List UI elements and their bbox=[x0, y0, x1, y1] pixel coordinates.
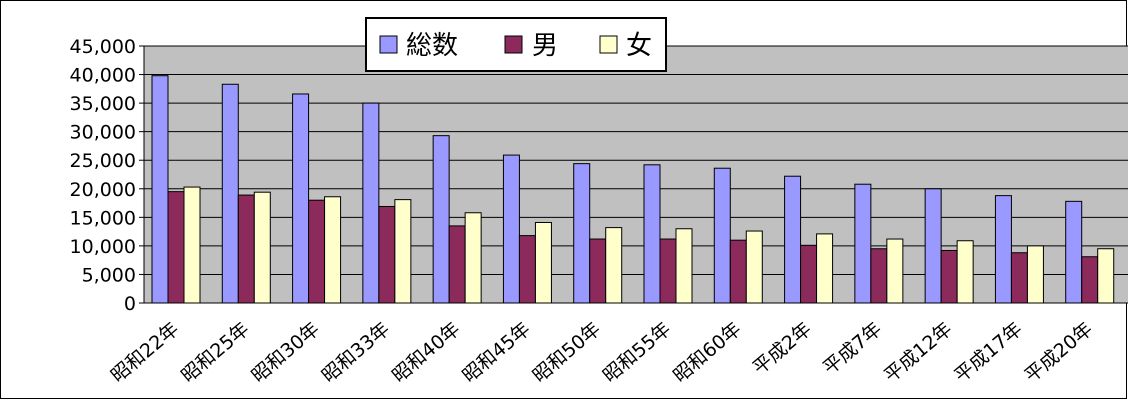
bar-総数-昭和30年 bbox=[292, 93, 310, 304]
bar-男-平成7年 bbox=[870, 248, 888, 304]
bar-男-昭和45年 bbox=[518, 235, 536, 304]
x-tick-label-7: 昭和55年 bbox=[599, 318, 675, 387]
y-tick-label-9: 45,000 bbox=[70, 36, 136, 58]
bar-女-昭和40年 bbox=[464, 212, 482, 304]
bar-女-昭和55年 bbox=[675, 228, 693, 304]
bar-男-平成17年 bbox=[1010, 252, 1028, 304]
y-tick-label-8: 40,000 bbox=[70, 65, 136, 87]
y-tick-label-5: 25,000 bbox=[70, 150, 136, 172]
bar-女-昭和25年 bbox=[253, 191, 271, 304]
x-axis: 昭和22年昭和25年昭和30年昭和33年昭和40年昭和45年昭和50年昭和55年… bbox=[107, 302, 1128, 387]
y-tick-label-2: 10,000 bbox=[70, 236, 136, 258]
x-tick-label-12: 平成17年 bbox=[950, 318, 1026, 387]
x-tick-label-5: 昭和45年 bbox=[458, 318, 534, 387]
bar-総数-昭和60年 bbox=[713, 167, 731, 304]
bar-女-昭和60年 bbox=[745, 230, 763, 304]
bar-男-平成20年 bbox=[1081, 256, 1099, 304]
x-tick-label-6: 昭和50年 bbox=[529, 318, 605, 387]
bar-総数-昭和55年 bbox=[643, 164, 661, 304]
bar-総数-平成2年 bbox=[784, 175, 802, 304]
bar-女-昭和30年 bbox=[324, 196, 342, 304]
bar-総数-平成7年 bbox=[854, 183, 872, 304]
bar-総数-昭和50年 bbox=[573, 163, 591, 304]
bar-女-平成7年 bbox=[886, 238, 904, 304]
plot-area bbox=[144, 46, 1128, 303]
bar-男-平成12年 bbox=[940, 249, 958, 304]
y-axis: 0 5,000 10,000 15,000 20,000 25,000 30,000 35,0… bbox=[70, 36, 145, 315]
bar-男-昭和33年 bbox=[378, 205, 396, 304]
bar-男-昭和50年 bbox=[589, 238, 607, 304]
bar-女-平成12年 bbox=[956, 240, 974, 304]
bar-総数-平成12年 bbox=[924, 188, 942, 304]
legend-label-男: 男 bbox=[532, 31, 558, 61]
x-tick-label-2: 昭和30年 bbox=[247, 318, 323, 387]
legend-swatch-女 bbox=[599, 35, 618, 54]
legend-label-女: 女 bbox=[626, 31, 652, 61]
x-tick-label-3: 昭和33年 bbox=[318, 318, 394, 387]
x-tick-label-4: 昭和40年 bbox=[388, 318, 464, 387]
y-tick-label-6: 30,000 bbox=[70, 122, 136, 144]
bar-男-昭和22年 bbox=[167, 191, 185, 304]
bar-女-平成20年 bbox=[1097, 248, 1115, 304]
bar-女-昭和45年 bbox=[534, 221, 552, 304]
x-tick-label-0: 昭和22年 bbox=[107, 318, 183, 387]
x-tick-label-13: 平成20年 bbox=[1021, 318, 1097, 387]
bar-男-昭和40年 bbox=[448, 225, 466, 304]
bar-女-平成17年 bbox=[1026, 245, 1044, 304]
y-tick-label-4: 20,000 bbox=[70, 179, 136, 201]
bar-総数-昭和22年 bbox=[151, 75, 169, 304]
bar-女-昭和50年 bbox=[605, 227, 623, 304]
bars bbox=[151, 75, 1115, 304]
bar-総数-昭和25年 bbox=[221, 83, 239, 304]
bar-女-昭和33年 bbox=[394, 199, 412, 304]
legend-swatch-男 bbox=[504, 35, 523, 54]
legend-swatch-総数 bbox=[379, 35, 398, 54]
x-tick-label-10: 平成7年 bbox=[819, 318, 886, 379]
bar-総数-平成20年 bbox=[1065, 200, 1083, 304]
bar-女-昭和22年 bbox=[183, 186, 201, 304]
x-tick-label-1: 昭和25年 bbox=[177, 318, 253, 387]
y-tick-label-3: 15,000 bbox=[70, 207, 136, 229]
bar-総数-昭和45年 bbox=[502, 154, 520, 304]
bar-男-平成2年 bbox=[800, 244, 818, 304]
y-tick-label-7: 35,000 bbox=[70, 93, 136, 115]
bar-総数-昭和33年 bbox=[362, 102, 380, 304]
plot-background bbox=[144, 46, 1128, 303]
bar-男-昭和55年 bbox=[659, 238, 677, 304]
x-tick-label-9: 平成2年 bbox=[749, 318, 816, 379]
y-tick-label-1: 5,000 bbox=[82, 264, 136, 286]
bar-男-昭和25年 bbox=[237, 194, 255, 304]
legend-label-総数: 総数 bbox=[406, 31, 458, 61]
legend: 総数 男 女 bbox=[365, 17, 667, 72]
bar-男-昭和60年 bbox=[729, 239, 747, 304]
x-tick-label-11: 平成12年 bbox=[880, 318, 956, 387]
bar-総数-昭和40年 bbox=[432, 135, 450, 304]
y-tick-label-0: 0 bbox=[124, 293, 136, 315]
bar-男-昭和30年 bbox=[308, 199, 326, 304]
bar-女-平成2年 bbox=[816, 233, 834, 304]
bar-総数-平成17年 bbox=[994, 195, 1012, 304]
x-tick-label-8: 昭和60年 bbox=[669, 318, 745, 387]
